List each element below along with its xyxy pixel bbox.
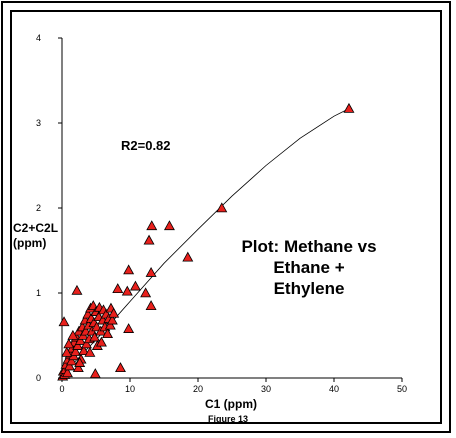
x-tick-label: 50 [397, 384, 407, 394]
data-point-triangle [71, 284, 83, 295]
y-tick-label: 3 [36, 118, 41, 128]
x-tick-label: 0 [59, 384, 64, 394]
data-point-triangle [64, 360, 75, 371]
data-point-triangle [163, 220, 175, 231]
y-tick-label: 1 [36, 288, 41, 298]
data-point-triangle [145, 266, 157, 277]
r-squared-label: R2=0.82 [121, 138, 171, 153]
data-point-triangle [140, 287, 152, 298]
y-axis-ticks: 0 1 2 3 4 [36, 33, 62, 383]
data-point-triangle [63, 338, 75, 349]
plot-annotation: Plot: Methane vs Ethane + Ethylene [241, 237, 377, 298]
data-point-triangle [115, 362, 126, 373]
data-point-triangle [72, 340, 84, 350]
data-point-triangle [121, 285, 133, 296]
data-point-triangle [74, 334, 86, 345]
data-point-triangle [182, 251, 194, 262]
data-point-triangle [108, 307, 120, 318]
data-point-triangle [61, 346, 73, 357]
data-point-triangle [106, 314, 118, 325]
data-point-triangle [61, 367, 73, 378]
y-tick-label: 4 [36, 33, 41, 43]
y-tick-label: 2 [36, 203, 41, 213]
x-tick-label: 30 [261, 384, 271, 394]
data-point-triangle [95, 336, 107, 347]
data-point-triangle [58, 316, 70, 327]
data-markers [57, 102, 355, 381]
data-point-triangle [146, 220, 158, 231]
data-point-triangle [67, 329, 79, 340]
data-point-triangle [143, 234, 155, 245]
x-tick-label: 20 [193, 384, 203, 394]
data-point-triangle [84, 346, 96, 357]
data-point-triangle [78, 345, 90, 356]
x-axis-label: C1 (ppm) [205, 397, 257, 411]
data-point-triangle [112, 283, 124, 293]
data-point-triangle [102, 328, 114, 339]
data-point-triangle [66, 355, 77, 366]
data-point-triangle [89, 331, 101, 342]
data-point-triangle [70, 346, 82, 356]
y-axis-label: C2+C2L (ppm) [13, 221, 59, 250]
x-axis-ticks: 0 10 20 30 40 50 [59, 378, 407, 394]
data-point-triangle [343, 102, 355, 113]
x-tick-label: 10 [125, 384, 135, 394]
data-point-triangle [216, 202, 228, 213]
data-point-triangle [129, 280, 141, 291]
x-tick-label: 40 [329, 384, 339, 394]
figure-caption: Figure 13 [208, 414, 249, 424]
data-point-triangle [72, 362, 84, 373]
data-point-triangle [104, 319, 116, 330]
data-point-triangle [123, 264, 135, 275]
y-tick-label: 0 [36, 373, 41, 383]
data-point-triangle [81, 338, 92, 349]
data-point-triangle [74, 357, 86, 367]
data-point-triangle [89, 368, 101, 378]
figure-inner-border [10, 10, 442, 424]
data-point-triangle [145, 300, 157, 310]
data-point-triangle [123, 323, 135, 333]
